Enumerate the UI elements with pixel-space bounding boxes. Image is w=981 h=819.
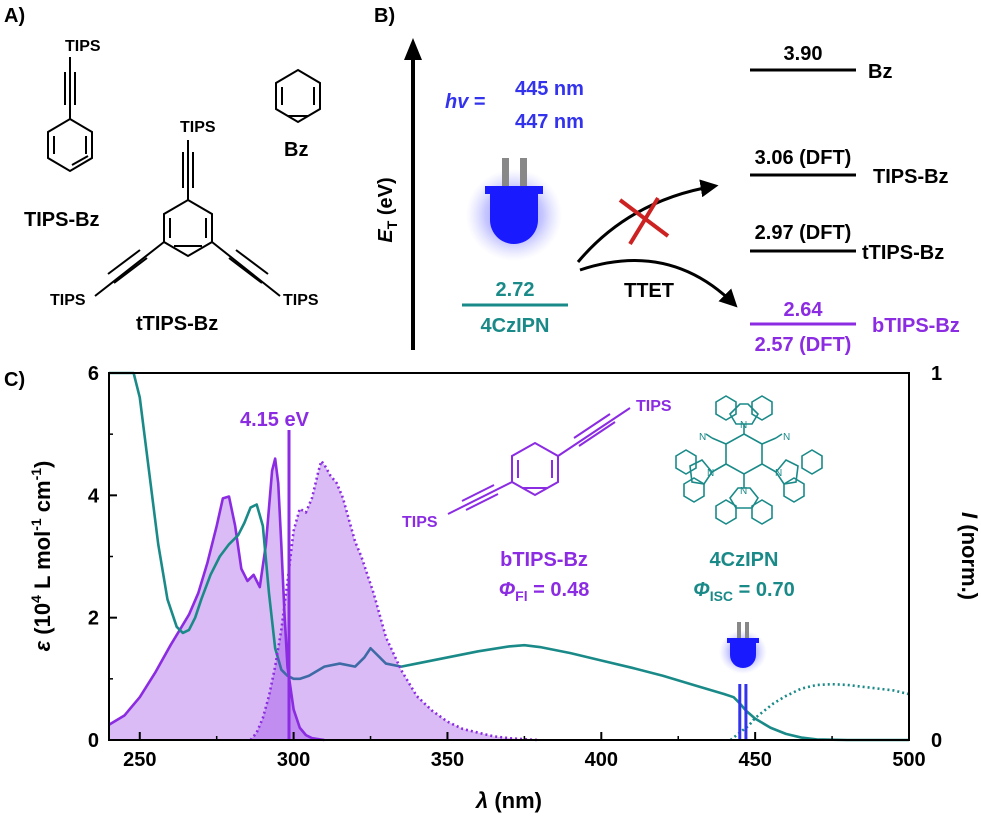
- energy-axis-arrowhead: [404, 38, 422, 60]
- wavelength-445: 445 nm: [515, 78, 584, 100]
- btips-bz-name: bTIPS-Bz: [500, 549, 588, 571]
- x-tick-label: 350: [431, 749, 464, 771]
- series-4czipn-emission-line: [729, 682, 910, 742]
- donor-name: 4CzIPN: [481, 315, 550, 337]
- panel-a: A) TIPS TIPS-Bz Bz TIPS: [4, 5, 321, 335]
- level-tips-bz-name: TIPS-Bz: [873, 166, 949, 188]
- x-tick-label: 500: [892, 749, 925, 771]
- energy-axis-label: ET (eV): [375, 177, 400, 242]
- ttips-bz-structure: TIPS TIPS TIPS tTIPS-Bz: [50, 119, 319, 335]
- y-axis-right-label: I (norm.): [957, 512, 981, 600]
- y-right-tick-label: 1: [931, 363, 942, 385]
- svg-text:N: N: [699, 432, 706, 443]
- hv-label: hv =: [445, 91, 486, 113]
- ttips-bz-name: tTIPS-Bz: [136, 313, 218, 335]
- level-bz-name: Bz: [868, 61, 892, 83]
- ttet-arrow: [579, 259, 738, 308]
- y-axis-left-label: ε (104 L mol-1 cm-1): [28, 461, 55, 652]
- x-tick-label: 300: [277, 749, 310, 771]
- btips-bz-group-left: TIPS: [402, 514, 438, 531]
- 4czipn-quantum-yield: ΦISC = 0.70: [693, 579, 795, 604]
- panel-b: B) ET (eV) hv = 445 nm 447 nm 2.72 4CzIP…: [374, 5, 960, 356]
- svg-text:N: N: [740, 486, 747, 497]
- led-bulb-icon: [466, 158, 562, 261]
- svg-text:N: N: [707, 468, 714, 479]
- ttips-bz-group-left: TIPS: [50, 292, 86, 309]
- x-tick-label: 250: [123, 749, 156, 771]
- chart: 250 300 350 400 450 500 0 2 4 6 0 1 λ (nm) ε (104 L…: [28, 363, 981, 813]
- y-left-tick-label: 2: [88, 608, 99, 630]
- y-left-tick-label: 4: [88, 485, 100, 507]
- tips-bz-name: TIPS-Bz: [24, 209, 100, 231]
- series-btips-emission-fill: [250, 461, 540, 740]
- ttips-bz-group-right: TIPS: [283, 292, 319, 309]
- wavelength-447: 447 nm: [515, 111, 584, 133]
- level-btips-bz-energy: 2.64: [784, 299, 824, 321]
- svg-text:N: N: [775, 468, 782, 479]
- donor-energy: 2.72: [496, 279, 535, 301]
- btips-bz-structure: TIPS TIPS: [402, 398, 672, 531]
- series-btips-absorption-fill: [109, 458, 325, 740]
- y-left-tick-label: 0: [88, 730, 99, 752]
- level-ttips-bz-energy: 2.97 (DFT): [755, 222, 852, 244]
- led-small-icon: [719, 622, 767, 674]
- y-right-tick-label: 0: [931, 730, 942, 752]
- tips-bz-group: TIPS: [65, 38, 101, 55]
- bz-structure: Bz: [275, 68, 321, 161]
- x-tick-label: 400: [585, 749, 618, 771]
- x-tick-label: 450: [738, 749, 771, 771]
- series-4czipn-absorption-line: [109, 371, 909, 742]
- level-tips-bz-energy: 3.06 (DFT): [755, 147, 852, 169]
- level-btips-bz-name: bTIPS-Bz: [872, 315, 960, 337]
- 4czipn-structure: [675, 395, 823, 525]
- series-4czipn-absorption: [109, 371, 909, 742]
- level-btips-bz-dft: 2.57 (DFT): [755, 334, 852, 356]
- series-layer: [108, 371, 910, 742]
- panel-b-label: B): [374, 5, 395, 27]
- tick-layer: 250 300 350 400 450 500 0 2 4 6 0 1: [88, 363, 942, 771]
- y-left-tick-label: 6: [88, 363, 99, 385]
- btips-bz-group-right: TIPS: [636, 398, 672, 415]
- series-btips-emission: [249, 459, 540, 742]
- svg-text:N: N: [740, 420, 747, 431]
- ttips-bz-group-top: TIPS: [180, 119, 216, 136]
- ttet-label: TTET: [624, 280, 674, 302]
- level-bz-energy: 3.90: [784, 43, 823, 65]
- bz-name: Bz: [284, 139, 308, 161]
- panel-a-label: A): [4, 5, 25, 27]
- tips-bz-structure: TIPS TIPS-Bz: [24, 38, 101, 231]
- blocked-transfer-arrow: [576, 179, 719, 263]
- series-4czipn-emission: [729, 682, 910, 742]
- blocked-cross-icon: [618, 196, 670, 246]
- panel-c: C) 250 300 350 400 450 500 0 2 4 6 0 1 λ (nm) ε (10…: [4, 363, 981, 813]
- level-ttips-bz-name: tTIPS-Bz: [862, 242, 944, 264]
- marker-layer: [287, 430, 748, 740]
- 4czipn-atom-labels: N N N N N N: [699, 420, 790, 497]
- btips-bz-quantum-yield: ΦFl = 0.48: [499, 579, 590, 604]
- excitation-energy-annotation: 4.15 eV: [240, 409, 310, 431]
- panel-c-label: C): [4, 369, 25, 391]
- 4czipn-name: 4CzIPN: [710, 549, 779, 571]
- x-axis-label: λ (nm): [475, 788, 542, 813]
- svg-text:N: N: [783, 432, 790, 443]
